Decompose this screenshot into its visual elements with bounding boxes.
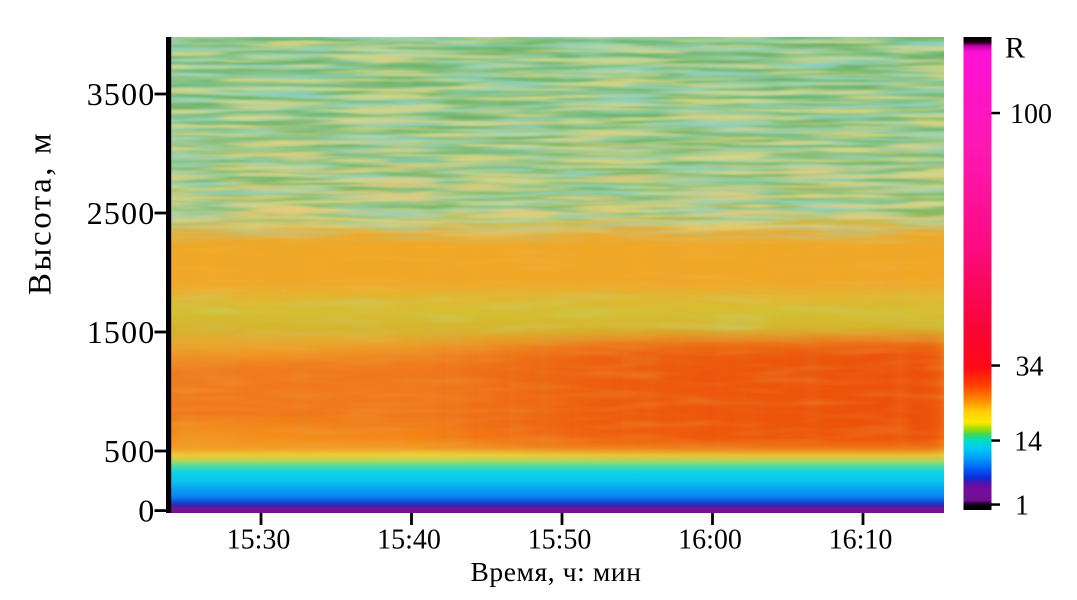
- svg-text:3500: 3500: [87, 76, 156, 112]
- svg-text:16:10: 16:10: [829, 525, 893, 556]
- svg-text:2500: 2500: [87, 195, 156, 231]
- svg-text:1: 1: [1015, 491, 1029, 522]
- svg-text:Время, ч: мин: Время, ч: мин: [470, 556, 641, 587]
- svg-text:15:50: 15:50: [528, 525, 592, 556]
- svg-text:16:00: 16:00: [678, 525, 742, 556]
- svg-text:15:30: 15:30: [227, 525, 291, 556]
- svg-text:0: 0: [138, 493, 155, 529]
- svg-text:100: 100: [1010, 99, 1052, 130]
- svg-text:Высота, м: Высота, м: [23, 131, 59, 295]
- svg-text:R: R: [1005, 32, 1025, 65]
- svg-text:1500: 1500: [87, 314, 156, 350]
- svg-text:500: 500: [104, 433, 156, 469]
- svg-text:14: 14: [1014, 427, 1042, 458]
- svg-text:34: 34: [1016, 352, 1044, 383]
- svg-text:15:40: 15:40: [377, 525, 441, 556]
